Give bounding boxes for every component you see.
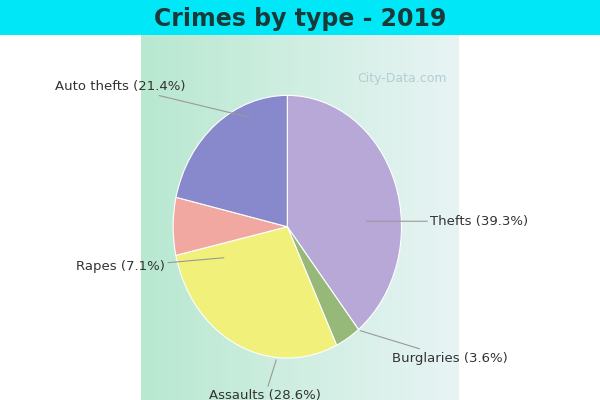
Wedge shape	[176, 227, 337, 358]
Text: Rapes (7.1%): Rapes (7.1%)	[76, 258, 224, 273]
Text: Thefts (39.3%): Thefts (39.3%)	[367, 215, 528, 228]
Text: Assaults (28.6%): Assaults (28.6%)	[209, 360, 321, 400]
Wedge shape	[287, 227, 358, 345]
Text: City-Data.com: City-Data.com	[357, 72, 446, 86]
Text: Burglaries (3.6%): Burglaries (3.6%)	[360, 331, 508, 364]
Text: Auto thefts (21.4%): Auto thefts (21.4%)	[55, 80, 249, 117]
Wedge shape	[287, 95, 401, 330]
Text: Crimes by type - 2019: Crimes by type - 2019	[154, 7, 446, 31]
Wedge shape	[176, 95, 287, 227]
Wedge shape	[173, 197, 287, 255]
